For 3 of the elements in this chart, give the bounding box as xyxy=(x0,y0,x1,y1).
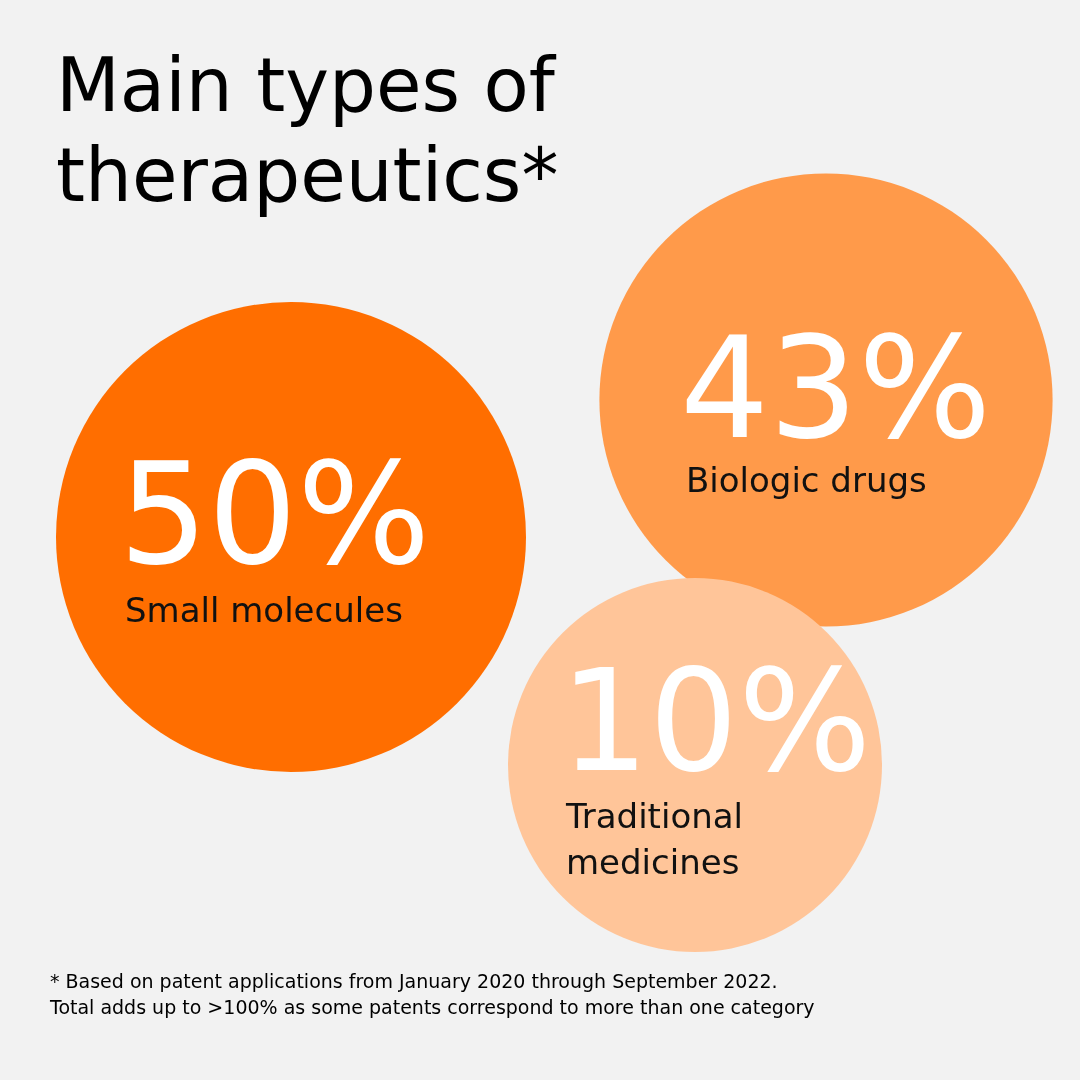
text: Main types of therapeutics* xyxy=(56,41,560,220)
text: * Based on patent applications from January 2020 through September 2022. xyxy=(50,969,779,994)
text: Total adds up to >100% as some patents correspond to more than one category xyxy=(50,995,816,1020)
